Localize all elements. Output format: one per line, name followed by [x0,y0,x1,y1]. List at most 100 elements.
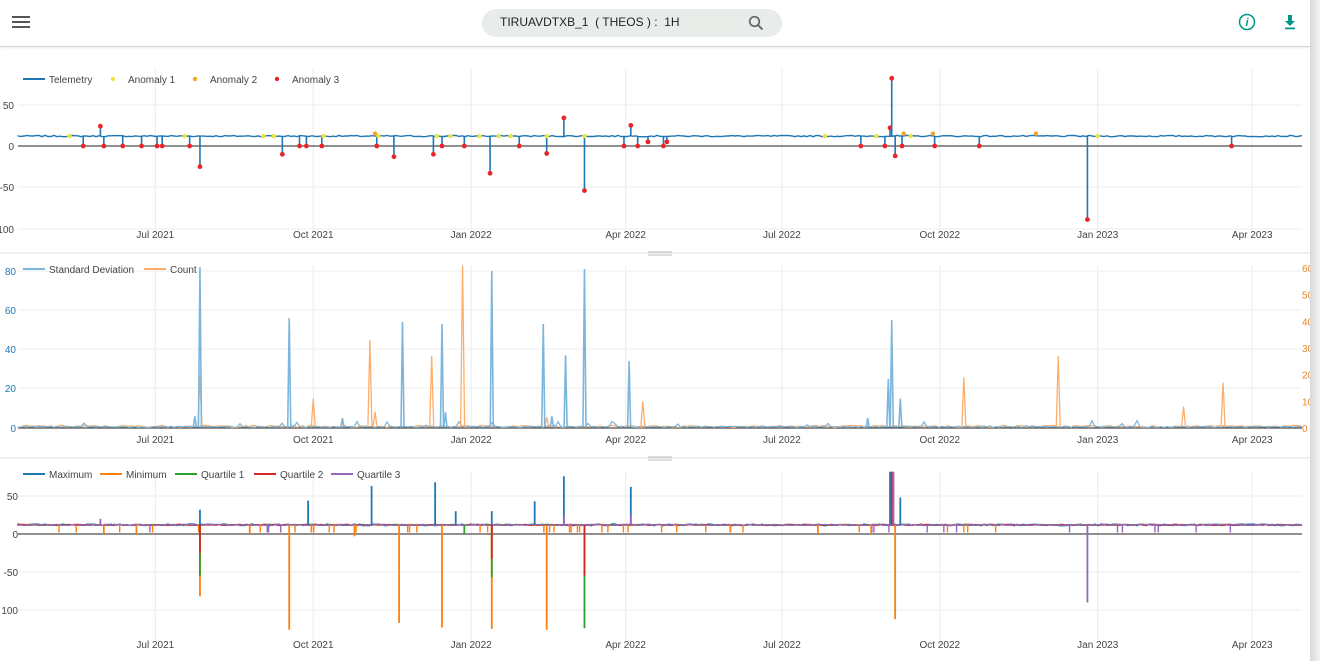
x-tick-label: Jul 2022 [763,230,801,241]
y-tick-label: 40 [5,345,17,356]
x-tick-label: Jan 2022 [451,640,493,651]
anomaly-1-point [376,133,381,139]
anomaly-1-point [182,133,187,139]
y-tick-label: 20 [5,384,17,395]
info-icon[interactable]: i [1238,13,1256,31]
count-spike [310,398,316,427]
std-dev-spike [489,270,495,428]
anomaly-3-point [374,143,380,149]
anomaly-3-point [80,143,86,149]
anomaly-1-point [508,133,513,139]
resize-handle[interactable] [648,456,672,461]
y-tick-label: 0 [12,530,18,541]
x-tick-label: Jan 2023 [1077,435,1119,446]
legend-item: Minimum [100,470,167,481]
y-tick-label: 50 [3,101,15,112]
anomaly-3-point [303,143,309,149]
legend-label: Quartile 2 [280,470,324,481]
y-tick-label: 0 [10,424,16,435]
std-dev-spike [889,320,895,428]
x-tick-label: Jul 2021 [136,640,174,651]
anomaly-3-point [544,151,550,156]
legend-item: Count [144,265,197,276]
anomaly-3-point [858,143,864,149]
count-spike [429,355,435,427]
anomaly-3-point [1229,143,1235,149]
anomaly-1-point [874,133,879,139]
anomaly-3-point [516,143,522,149]
anomaly-3-point [645,139,651,145]
anomaly-1-point [1095,133,1100,139]
std-dev-spike [865,418,870,428]
legend-swatch [192,76,198,82]
anomaly-3-point [1085,217,1090,222]
anomaly-1-point [477,133,482,139]
download-icon[interactable] [1281,13,1299,31]
x-tick-label: Jan 2022 [451,230,493,241]
search-box[interactable]: TIRUAVDTXB_1 ( THEOS ) : 1H [482,9,782,37]
legend-label: Anomaly 3 [292,75,340,86]
x-tick-label: Jul 2021 [136,230,174,241]
y2-tick-label: 500 [1302,291,1310,302]
y-tick-label: -50 [0,183,14,194]
legend-label: Count [170,265,197,276]
anomaly-3-point [892,153,898,159]
anomaly-3-point [197,164,203,170]
std-dev-spike [886,378,891,428]
x-tick-label: Oct 2022 [920,435,961,446]
y-tick-label: 50 [7,492,19,503]
legend-label: Maximum [49,470,92,481]
search-input[interactable]: TIRUAVDTXB_1 ( THEOS ) : 1H [500,15,680,29]
anomaly-3-point [97,123,103,129]
anomaly-1-point [271,133,276,139]
x-tick-label: Oct 2021 [293,640,334,651]
anomaly-3-point [582,188,587,194]
anomaly-3-point [661,143,666,149]
count-spike [1055,355,1061,427]
std-dev-spike [400,322,405,428]
legend-label: Minimum [126,470,167,481]
y2-tick-label: 100 [1302,397,1310,408]
y2-tick-label: 0 [1302,424,1308,435]
std-dev-spike [626,361,632,428]
std-dev-spike [192,416,198,428]
y-tick-label: 60 [5,306,17,317]
legend-item: Anomaly 3 [274,75,340,86]
chart-3-x-axis: Jul 2021 Oct 2021 Jan 2022 Apr 2022 Jul 2022… [136,472,1273,651]
anomaly-3-point [120,143,126,149]
count-spike [961,377,967,427]
chart-2: 8060402006005004003002001000Standard Dev… [5,264,1310,435]
legend-item: Anomaly 1 [110,75,176,86]
anomaly-3-point [635,143,641,149]
anomaly-1-point [67,133,72,139]
search-icon[interactable] [748,15,764,31]
y2-tick-label: 400 [1302,317,1310,328]
legend-label: Telemetry [49,75,92,86]
anomaly-3-point [621,143,627,149]
resize-handle[interactable] [648,251,672,256]
x-tick-label: Jul 2022 [763,435,801,446]
chart-2-x-axis: Jul 2021 Oct 2021 Jan 2022 Apr 2022 Jul 2022… [136,266,1273,446]
y2-tick-label: 600 [1302,264,1310,275]
anomaly-3-point [431,151,436,157]
x-tick-label: Apr 2022 [605,435,646,446]
x-tick-label: Oct 2022 [920,640,961,651]
anomaly-3-point [279,151,285,157]
chart-1: 50 0 -50 100 Telemetry Anomaly 1 Anomaly 2 Anom… [0,75,1303,236]
anomaly-1-point [822,133,827,139]
std-dev-line [17,419,1303,429]
legend-item: Quartile 1 [175,470,245,481]
anomaly-1-point [321,133,326,139]
x-tick-label: Jul 2022 [763,640,801,651]
anomaly-3-point [889,75,895,81]
anomaly-3-point [487,170,493,176]
y-tick-label: 100 [1,606,18,617]
menu-icon[interactable] [12,14,30,30]
anomaly-3-point [899,143,905,149]
anomaly-2-point [901,131,906,136]
anomaly-3-point [139,143,144,149]
std-dev-spike [286,318,292,428]
x-tick-label: Apr 2023 [1232,435,1273,446]
y2-tick-label: 200 [1302,371,1310,382]
anomaly-1-point [582,133,587,139]
